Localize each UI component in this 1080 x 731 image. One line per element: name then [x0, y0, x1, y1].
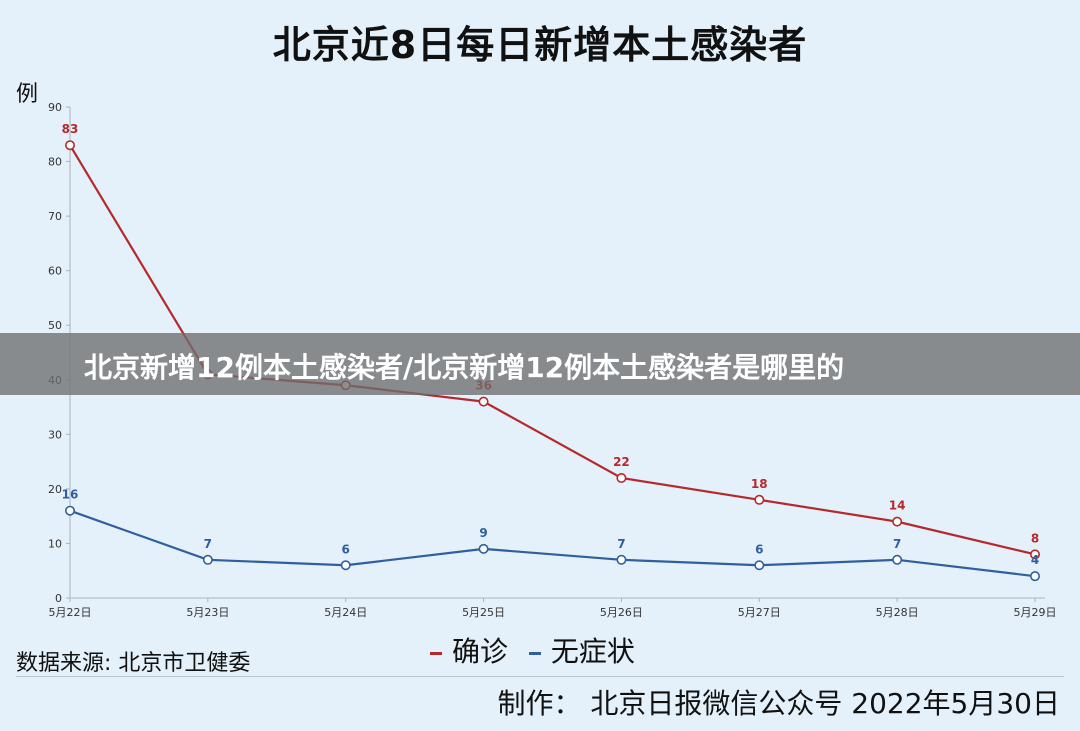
legend-item-asymptomatic: 无症状	[528, 635, 635, 668]
data-point	[478, 396, 489, 407]
footer-divider	[16, 676, 1064, 677]
y-tick-label: 80	[48, 156, 62, 169]
data-label: 22	[613, 455, 630, 469]
y-tick-label: 70	[48, 210, 62, 223]
credit-line: 制作： 北京日报微信公众号 2022年5月30日	[497, 687, 1060, 720]
legend-swatch-asymptomatic	[528, 651, 541, 655]
data-point	[754, 560, 765, 571]
overlay-banner	[0, 333, 1080, 395]
data-label: 14	[889, 499, 906, 513]
data-point	[65, 140, 76, 151]
data-label: 18	[751, 477, 768, 491]
data-point	[616, 554, 627, 565]
data-point	[1030, 549, 1041, 560]
x-tick-label: 5月29日	[1014, 606, 1057, 619]
chart-title: 北京近8日每日新增本土感染者	[272, 23, 808, 67]
y-axis-unit-label: 例	[16, 82, 39, 107]
data-label: 7	[617, 537, 625, 551]
data-label: 16	[62, 488, 79, 502]
y-tick-label: 30	[48, 428, 62, 441]
x-tick-label: 5月25日	[462, 606, 505, 619]
x-tick-label: 5月24日	[324, 606, 367, 619]
legend-item-confirmed: 确诊	[430, 635, 517, 668]
y-tick-label: 0	[55, 592, 62, 605]
data-point	[892, 554, 903, 565]
y-tick-label: 90	[48, 101, 62, 114]
data-label: 6	[755, 542, 763, 556]
legend-swatch-confirmed	[430, 651, 442, 655]
y-tick-label: 50	[48, 319, 62, 332]
data-label: 7	[893, 537, 901, 551]
data-point	[892, 516, 903, 527]
data-label: 4	[1031, 553, 1039, 567]
data-point	[616, 472, 627, 483]
data-label: 8	[1031, 531, 1039, 545]
x-tick-label: 5月26日	[600, 606, 643, 619]
legend-label-asymptomatic: 无症状	[550, 635, 635, 668]
x-tick-label: 5月28日	[876, 606, 919, 619]
overlay-banner-text: 北京新增12例本土感染者/北京新增12例本土感染者是哪里的	[84, 351, 845, 384]
data-label: 83	[62, 122, 79, 136]
y-tick-label: 20	[48, 483, 62, 496]
data-label: 7	[204, 537, 212, 551]
data-point	[340, 560, 351, 571]
data-source-note: 数据来源: 北京市卫健委	[16, 651, 251, 676]
x-tick-label: 5月22日	[49, 606, 92, 619]
legend-label-confirmed: 确诊	[452, 635, 509, 668]
data-point	[202, 554, 213, 565]
series-line-1	[69, 509, 1036, 578]
data-label: 6	[342, 542, 350, 556]
data-point	[1030, 571, 1041, 582]
x-tick-label: 5月23日	[186, 606, 229, 619]
y-tick-label: 60	[48, 265, 62, 278]
data-point	[754, 494, 765, 505]
data-point	[478, 543, 489, 554]
chart-legend: 确诊 无症状	[430, 630, 647, 670]
y-tick-label: 10	[48, 537, 62, 550]
x-tick-label: 5月27日	[738, 606, 781, 619]
data-point	[65, 505, 76, 516]
data-label: 9	[479, 526, 487, 540]
